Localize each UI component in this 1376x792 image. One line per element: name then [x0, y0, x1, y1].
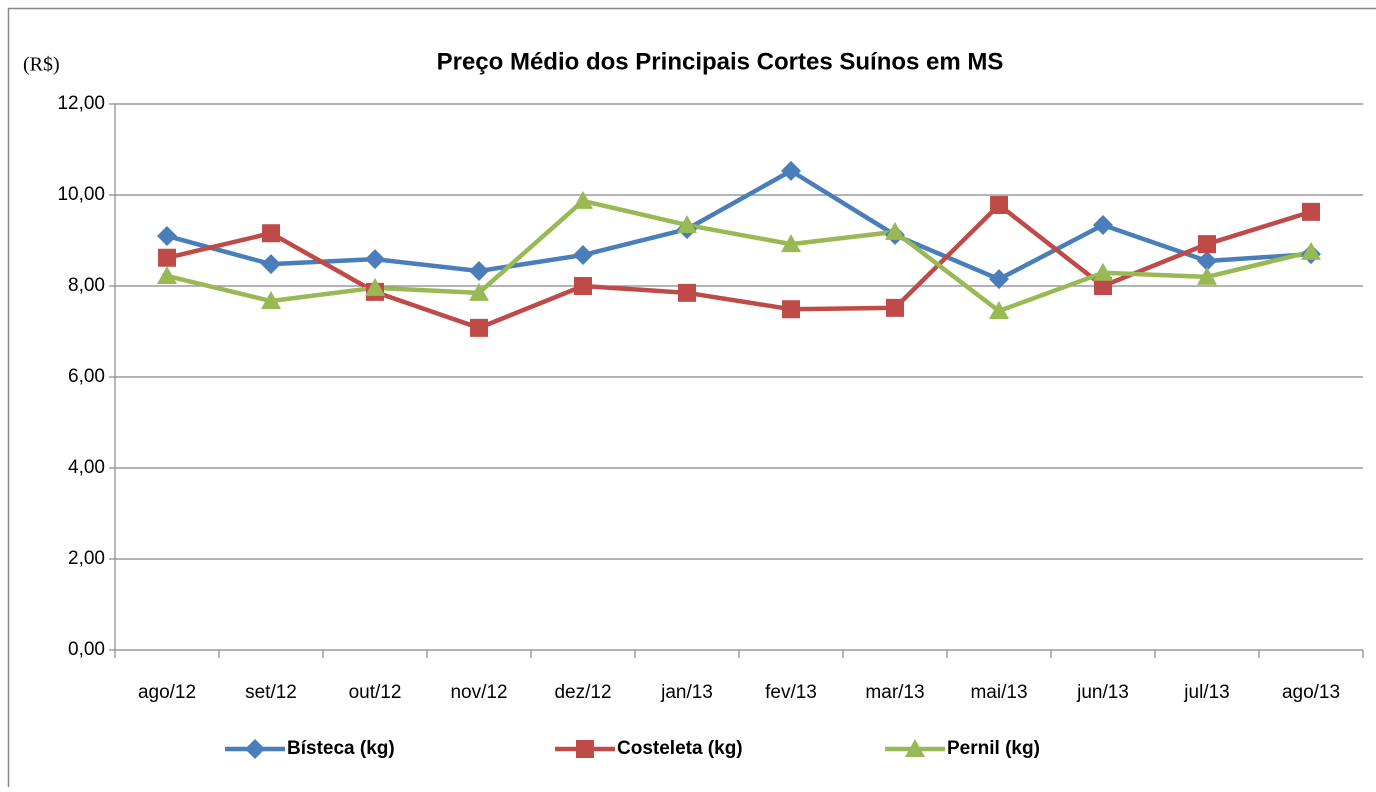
marker [1302, 203, 1320, 221]
marker [262, 224, 280, 242]
x-tick-label: out/12 [349, 682, 402, 703]
y-tick-label: 8,00 [68, 275, 105, 296]
x-tick-label: nov/12 [450, 682, 507, 703]
x-tick-label: mar/13 [865, 682, 924, 703]
y-tick-label: 2,00 [68, 548, 105, 569]
legend-label: Bísteca (kg) [287, 738, 395, 759]
marker [1198, 235, 1216, 253]
marker [470, 319, 488, 337]
legend-label: Costeleta (kg) [617, 738, 743, 759]
x-tick-label: ago/12 [138, 682, 196, 703]
chart-title: Preço Médio dos Principais Cortes Suínos… [437, 48, 1004, 75]
x-tick-label: jul/13 [1183, 682, 1229, 703]
marker [158, 249, 176, 267]
y-tick-label: 6,00 [68, 366, 105, 387]
y-tick-label: 4,00 [68, 457, 105, 478]
legend-label: Pernil (kg) [947, 738, 1040, 759]
x-tick-label: jan/13 [660, 682, 713, 703]
marker [886, 299, 904, 317]
y-tick-label: 0,00 [68, 639, 105, 660]
y-axis-label: (R$) [23, 54, 60, 76]
marker [782, 300, 800, 318]
x-tick-label: dez/12 [554, 682, 611, 703]
chart-frame [9, 9, 1376, 788]
legend-marker [576, 740, 594, 758]
x-tick-label: jun/13 [1076, 682, 1129, 703]
marker [990, 196, 1008, 214]
y-tick-label: 12,00 [57, 93, 105, 114]
y-tick-label: 10,00 [57, 184, 105, 205]
x-tick-label: set/12 [245, 682, 297, 703]
x-tick-label: mai/13 [970, 682, 1027, 703]
marker [678, 284, 696, 302]
marker [574, 277, 592, 295]
x-tick-label: fev/13 [765, 682, 817, 703]
x-tick-label: ago/13 [1282, 682, 1340, 703]
